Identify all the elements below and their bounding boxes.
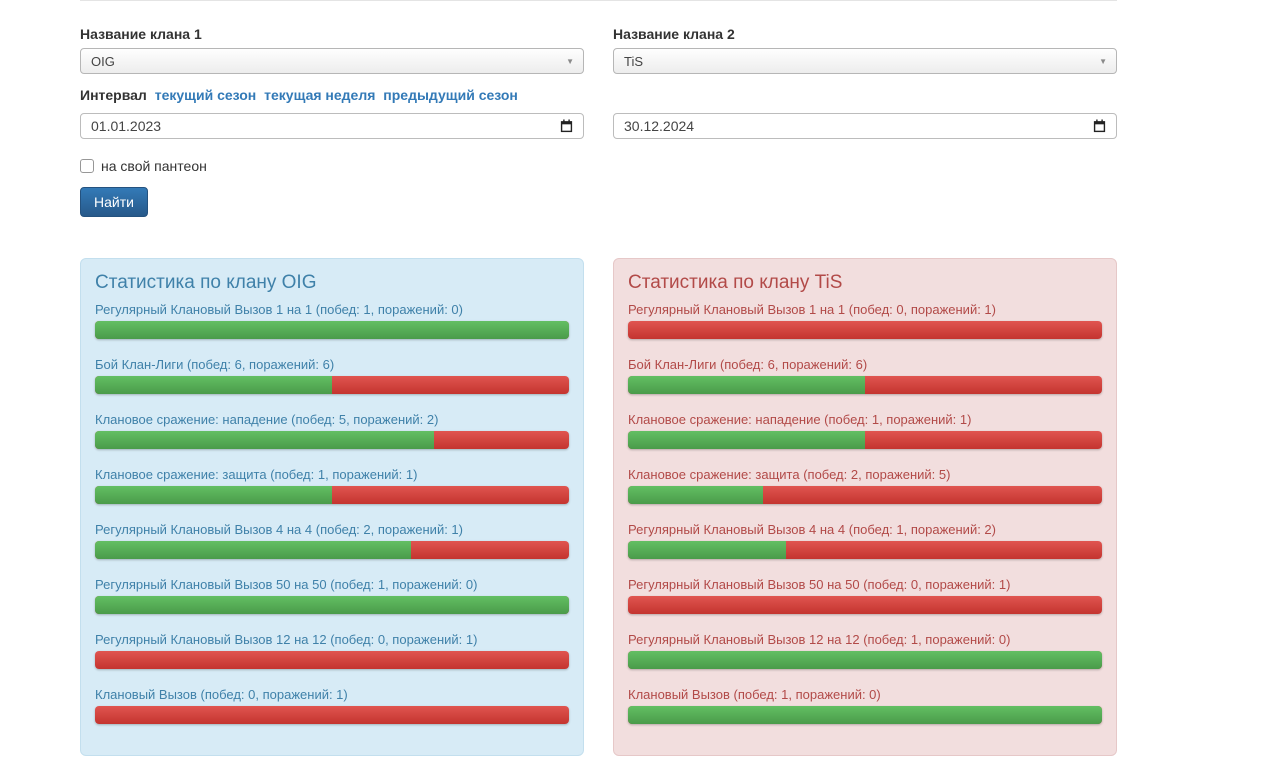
stat-row: Регулярный Клановый Вызов 50 на 50 (побе… [95, 577, 569, 614]
pantheon-checkbox-label: на свой пантеон [101, 158, 207, 174]
wins-bar-fill [95, 486, 332, 504]
calendar-icon[interactable] [560, 119, 573, 133]
stat-label: Регулярный Клановый Вызов 1 на 1 (побед:… [95, 302, 463, 317]
stat-label: Бой Клан-Лиги (побед: 6, поражений: 6) [95, 357, 335, 372]
stat-row: Клановое сражение: защита (побед: 2, пор… [628, 467, 1102, 504]
win-loss-progress-bar [95, 541, 569, 559]
chevron-down-icon: ▼ [1099, 57, 1107, 66]
clan1-select[interactable]: OIG ▼ [80, 48, 584, 74]
interval-label: Интервал [80, 87, 147, 103]
wins-bar-fill [95, 431, 434, 449]
stat-label: Клановое сражение: защита (побед: 2, пор… [628, 467, 951, 482]
stat-label: Клановое сражение: защита (побед: 1, пор… [95, 467, 418, 482]
stat-row: Клановый Вызов (побед: 1, поражений: 0) [628, 687, 1102, 724]
win-loss-progress-bar [95, 651, 569, 669]
wins-bar-fill [95, 321, 569, 339]
stats-list: Регулярный Клановый Вызов 1 на 1 (побед:… [628, 302, 1102, 724]
date-from-value: 01.01.2023 [91, 118, 162, 134]
win-loss-progress-bar [95, 376, 569, 394]
top-divider [80, 0, 1117, 9]
interval-link-current-season[interactable]: текущий сезон [154, 87, 257, 103]
clan1-select-value: OIG [91, 53, 115, 69]
stat-row: Клановый Вызов (побед: 0, поражений: 1) [95, 687, 569, 724]
stat-row: Регулярный Клановый Вызов 50 на 50 (побе… [628, 577, 1102, 614]
stat-label: Клановое сражение: нападение (побед: 5, … [95, 412, 439, 427]
interval-link-current-week[interactable]: текущая неделя [264, 87, 376, 103]
win-loss-progress-bar [628, 651, 1102, 669]
calendar-icon[interactable] [1093, 119, 1106, 133]
stat-row: Регулярный Клановый Вызов 12 на 12 (побе… [95, 632, 569, 669]
stat-label: Регулярный Клановый Вызов 1 на 1 (побед:… [628, 302, 996, 317]
win-loss-progress-bar [628, 706, 1102, 724]
stat-label: Регулярный Клановый Вызов 12 на 12 (побе… [628, 632, 1011, 647]
stat-row: Регулярный Клановый Вызов 12 на 12 (побе… [628, 632, 1102, 669]
stats-list: Регулярный Клановый Вызов 1 на 1 (побед:… [95, 302, 569, 724]
wins-bar-fill [628, 706, 1102, 724]
wins-bar-fill [628, 431, 865, 449]
interval-row: Интервал текущий сезон текущая неделя пр… [80, 87, 584, 103]
pantheon-checkbox-row: на свой пантеон [80, 158, 584, 174]
stat-label: Регулярный Клановый Вызов 4 на 4 (побед:… [628, 522, 996, 537]
stat-label: Регулярный Клановый Вызов 4 на 4 (побед:… [95, 522, 463, 537]
wins-bar-fill [628, 651, 1102, 669]
win-loss-progress-bar [628, 541, 1102, 559]
date-to-value: 30.12.2024 [624, 118, 695, 134]
wins-bar-fill [95, 541, 411, 559]
stat-row: Регулярный Клановый Вызов 1 на 1 (побед:… [628, 302, 1102, 339]
win-loss-progress-bar [628, 596, 1102, 614]
stat-label: Регулярный Клановый Вызов 12 на 12 (побе… [95, 632, 478, 647]
win-loss-progress-bar [628, 321, 1102, 339]
stat-row: Клановое сражение: нападение (побед: 1, … [628, 412, 1102, 449]
win-loss-progress-bar [95, 486, 569, 504]
stat-row: Регулярный Клановый Вызов 4 на 4 (побед:… [628, 522, 1102, 559]
stat-label: Регулярный Клановый Вызов 50 на 50 (побе… [628, 577, 1011, 592]
win-loss-progress-bar [628, 376, 1102, 394]
win-loss-progress-bar [95, 431, 569, 449]
stat-label: Клановый Вызов (побед: 0, поражений: 1) [95, 687, 348, 702]
stat-label: Клановое сражение: нападение (побед: 1, … [628, 412, 972, 427]
clan2-select-value: TiS [624, 53, 644, 69]
panel-title: Статистика по клану OIG [95, 272, 317, 293]
wins-bar-fill [95, 376, 332, 394]
date-from-input[interactable]: 01.01.2023 [80, 113, 584, 139]
stat-label: Бой Клан-Лиги (побед: 6, поражений: 6) [628, 357, 868, 372]
date-to-input[interactable]: 30.12.2024 [613, 113, 1117, 139]
stat-row: Регулярный Клановый Вызов 1 на 1 (побед:… [95, 302, 569, 339]
wins-bar-fill [628, 541, 786, 559]
clan1-stats-panel: Статистика по клану OIG Регулярный Клано… [80, 258, 584, 756]
stat-row: Клановое сражение: защита (побед: 1, пор… [95, 467, 569, 504]
chevron-down-icon: ▼ [566, 57, 574, 66]
win-loss-progress-bar [628, 431, 1102, 449]
clan2-select[interactable]: TiS ▼ [613, 48, 1117, 74]
interval-link-previous-season[interactable]: предыдущий сезон [383, 87, 518, 103]
stat-row: Клановое сражение: нападение (побед: 5, … [95, 412, 569, 449]
wins-bar-fill [628, 486, 764, 504]
stat-row: Бой Клан-Лиги (побед: 6, поражений: 6) [95, 357, 569, 394]
clan1-label: Название клана 1 [80, 26, 202, 42]
stats-panels: Статистика по клану OIG Регулярный Клано… [80, 258, 1117, 779]
wins-bar-fill [628, 376, 865, 394]
clan-compare-form: Название клана 1 Название клана 2 OIG ▼ … [80, 26, 1117, 217]
stat-label: Клановый Вызов (побед: 1, поражений: 0) [628, 687, 881, 702]
win-loss-progress-bar [95, 321, 569, 339]
pantheon-checkbox[interactable] [80, 159, 94, 173]
stat-label: Регулярный Клановый Вызов 50 на 50 (побе… [95, 577, 478, 592]
stat-row: Бой Клан-Лиги (побед: 6, поражений: 6) [628, 357, 1102, 394]
panel-title: Статистика по клану TiS [628, 272, 843, 293]
search-button[interactable]: Найти [80, 187, 148, 217]
win-loss-progress-bar [95, 596, 569, 614]
win-loss-progress-bar [628, 486, 1102, 504]
wins-bar-fill [95, 596, 569, 614]
win-loss-progress-bar [95, 706, 569, 724]
clan2-stats-panel: Статистика по клану TiS Регулярный Клано… [613, 258, 1117, 756]
stat-row: Регулярный Клановый Вызов 4 на 4 (побед:… [95, 522, 569, 559]
clan2-label: Название клана 2 [613, 26, 735, 42]
